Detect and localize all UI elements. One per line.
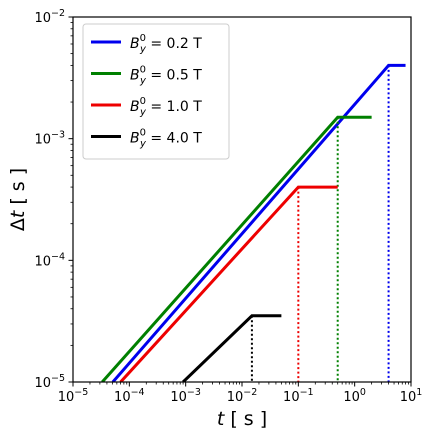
y-tick-label: 10−5 bbox=[34, 373, 65, 391]
legend-label: B0 y = 0.5 T bbox=[130, 65, 202, 87]
labels-layer: 10−5 10−4 10−3 10−2 10−1 100 101 10−5 10−4 10−3 10… bbox=[7, 8, 422, 430]
y-tick-label: 10−3 bbox=[34, 130, 65, 148]
series-layer bbox=[101, 63, 406, 382]
x-tick-label: 100 bbox=[343, 387, 366, 405]
legend-item: B0 y = 1.0 T bbox=[91, 96, 202, 118]
series-4-line bbox=[182, 314, 282, 382]
series-2-line bbox=[101, 115, 372, 382]
series-2 bbox=[101, 115, 372, 382]
x-tick-label: 10−1 bbox=[283, 387, 314, 405]
x-tick-label: 10−3 bbox=[170, 387, 201, 405]
legend-item: B0 y = 4.0 T bbox=[91, 128, 202, 150]
x-tick-label: 10−4 bbox=[114, 387, 145, 405]
series-1 bbox=[111, 63, 406, 382]
series-4 bbox=[182, 314, 282, 382]
y-axis-label: Δt [ s ] bbox=[7, 168, 29, 231]
legend-box bbox=[82, 23, 230, 160]
x-tick-label: 10−5 bbox=[58, 387, 89, 405]
x-tick-label: 10−2 bbox=[227, 387, 258, 405]
legend-label: B0 y = 1.0 T bbox=[130, 96, 202, 118]
series-3-line bbox=[119, 185, 338, 382]
ticks-layer bbox=[68, 16, 412, 387]
legend-label: B0 y = 4.0 T bbox=[130, 128, 202, 150]
x-tick-label: 101 bbox=[400, 387, 423, 405]
y-tick-label: 10−4 bbox=[34, 251, 65, 269]
x-axis-label: t [ s ] bbox=[217, 408, 267, 430]
legend-item: B0 y = 0.5 T bbox=[91, 65, 202, 87]
series-3 bbox=[119, 185, 338, 382]
y-tick-label: 10−2 bbox=[34, 8, 65, 26]
legend-label: B0 y = 0.2 T bbox=[130, 33, 202, 55]
legend: B0 y = 0.2 T B0 y = 0.5 T B0 y = 1.0 T B0 y = 4… bbox=[82, 23, 230, 160]
legend-item: B0 y = 0.2 T bbox=[91, 33, 202, 55]
series-1-line bbox=[111, 63, 406, 382]
